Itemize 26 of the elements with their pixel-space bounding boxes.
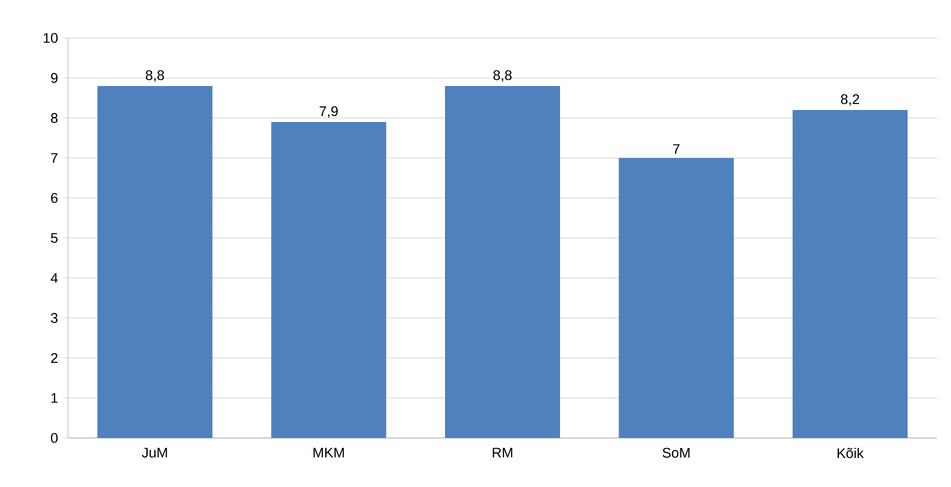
data-label: 8,2 [841,94,860,106]
y-tick-label: 9 [51,73,58,83]
y-tick-label: 1 [51,393,58,403]
x-tick-label: Kõik [838,448,864,458]
data-label: 7 [673,144,680,154]
data-label: 7,9 [320,106,338,118]
x-tick-label: MKM [314,448,344,458]
y-tick-label: 2 [51,353,58,363]
y-tick-label: 4 [50,273,58,283]
x-tick-label: RM [492,448,512,458]
y-tick-label: 5 [50,233,58,243]
bar [618,158,734,438]
bar [271,122,386,438]
data-label: 8,8 [146,70,164,82]
y-tick-label: 6 [51,193,58,203]
bar [792,110,908,438]
y-tick-label: 7 [51,153,58,163]
bar [97,86,212,438]
bar [445,86,560,438]
y-tick-label: 8 [51,113,58,123]
y-tick-label: 0 [50,433,58,443]
data-label: 8,8 [493,70,512,82]
x-tick-label: JuM [142,448,167,458]
y-tick-label: 10 [44,33,58,43]
y-tick-label: 3 [50,313,58,323]
x-tick-label: SoM [662,448,690,458]
